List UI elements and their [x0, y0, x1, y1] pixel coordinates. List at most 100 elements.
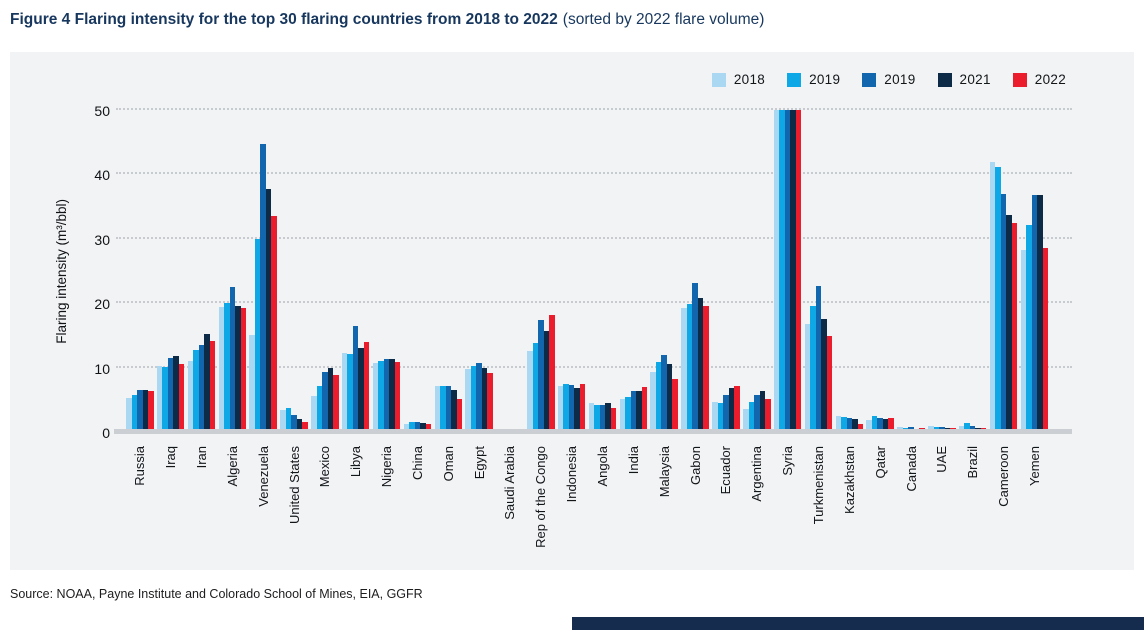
bar [754, 394, 760, 432]
bar [260, 144, 266, 432]
x-tick-label: Libya [348, 446, 364, 478]
x-tick-label: United States [286, 446, 302, 525]
bar [619, 398, 626, 432]
bar [167, 357, 174, 432]
bar [759, 390, 765, 432]
bar [456, 399, 462, 432]
bar [352, 325, 359, 432]
bar [425, 424, 432, 432]
bar [835, 415, 842, 432]
bar [672, 379, 678, 432]
legend-label: 2018 [733, 72, 766, 87]
x-tick-label: Saudi Arabia [502, 446, 518, 520]
source-line: Source: NOAA, Payne Institute and Colora… [10, 587, 423, 601]
x-tick-label: Gabon [687, 446, 703, 486]
x-tick-label: Syria [780, 446, 796, 476]
x-tick-label: Algeria [224, 446, 240, 487]
bar [316, 386, 323, 432]
bar [209, 341, 216, 432]
bar [650, 372, 656, 432]
bar [888, 417, 894, 432]
bar [372, 363, 379, 432]
bar [1000, 194, 1007, 432]
bar [958, 425, 965, 432]
bar [748, 401, 754, 432]
bar [846, 417, 853, 432]
bar [204, 334, 210, 432]
y-tick-label: 0 [102, 425, 110, 441]
bar [605, 403, 611, 432]
x-tick-label: Mexico [317, 446, 333, 488]
bar [131, 395, 137, 432]
legend-swatch [787, 72, 802, 87]
bar [784, 110, 791, 432]
footer-accent-bar [572, 617, 1144, 630]
y-tick-label: 20 [94, 296, 110, 313]
bar [538, 319, 544, 432]
x-tick-label: Angola [595, 446, 610, 487]
bar [1037, 195, 1043, 432]
figure-title-main: Figure 4 Flaring intensity for the top 3… [10, 11, 558, 28]
plot-area: Flaring intensity (m³/bbl) 0 10 20 30 40 50 Ru… [54, 103, 1072, 548]
bar [1026, 225, 1032, 432]
x-tick-label: Russia [132, 446, 148, 486]
bar [465, 368, 471, 432]
bar [240, 308, 247, 432]
bar [826, 336, 833, 432]
legend-swatch [1012, 72, 1027, 87]
x-axis-baseline [114, 429, 1072, 434]
bar [568, 385, 575, 432]
bar [734, 386, 740, 432]
bar [712, 402, 718, 432]
legend-label: 2019 [809, 72, 841, 87]
bar [383, 359, 390, 432]
bar [285, 407, 292, 432]
x-tick-label: Iran [193, 446, 209, 469]
bar [137, 390, 143, 432]
bar [347, 354, 353, 432]
figure-title-note: (sorted by 2022 flare volume) [562, 11, 765, 28]
legend-swatch [862, 72, 877, 87]
bar [630, 390, 637, 432]
bar [445, 385, 451, 432]
bar [636, 391, 642, 432]
bar [235, 306, 241, 432]
gridline [116, 108, 1072, 110]
bar [451, 389, 457, 432]
y-axis-title: Flaring intensity (m³/bbl) [52, 110, 70, 432]
bar [193, 350, 199, 432]
figure-title: Figure 4 Flaring intensity for the top 3… [10, 11, 764, 29]
bar [599, 404, 606, 432]
legend-item: 2022 [1012, 72, 1066, 87]
bar [815, 285, 822, 432]
x-tick-label: Indonesia [564, 446, 580, 503]
bar [249, 335, 255, 432]
bar [532, 343, 539, 432]
bar [773, 110, 780, 432]
x-tick-label: Rep of the Congo [533, 446, 549, 548]
y-tick-label: 10 [94, 360, 110, 377]
x-tick-label: Kazakhstan [841, 446, 857, 514]
x-tick-label: Venezuela [255, 446, 271, 507]
bar [162, 366, 168, 432]
bar [1011, 223, 1018, 432]
bar [857, 424, 864, 432]
bar [574, 388, 580, 432]
bar [291, 415, 297, 432]
legend-label: 2019 [884, 72, 916, 87]
bar [420, 422, 426, 432]
bar [434, 386, 440, 432]
gridline [116, 301, 1072, 304]
legend-label: 2021 [959, 72, 991, 87]
bar [1006, 214, 1012, 432]
x-tick-label: Canada [903, 446, 919, 492]
bar [1020, 250, 1027, 432]
x-tick-label: Nigeria [379, 446, 395, 488]
bar [224, 303, 230, 432]
x-tick-label: Argentina [749, 446, 765, 502]
bar [322, 372, 328, 432]
bar [218, 307, 225, 432]
legend-item: 2018 [711, 72, 766, 87]
bar [311, 395, 317, 432]
legend-item: 2019 [862, 72, 915, 87]
